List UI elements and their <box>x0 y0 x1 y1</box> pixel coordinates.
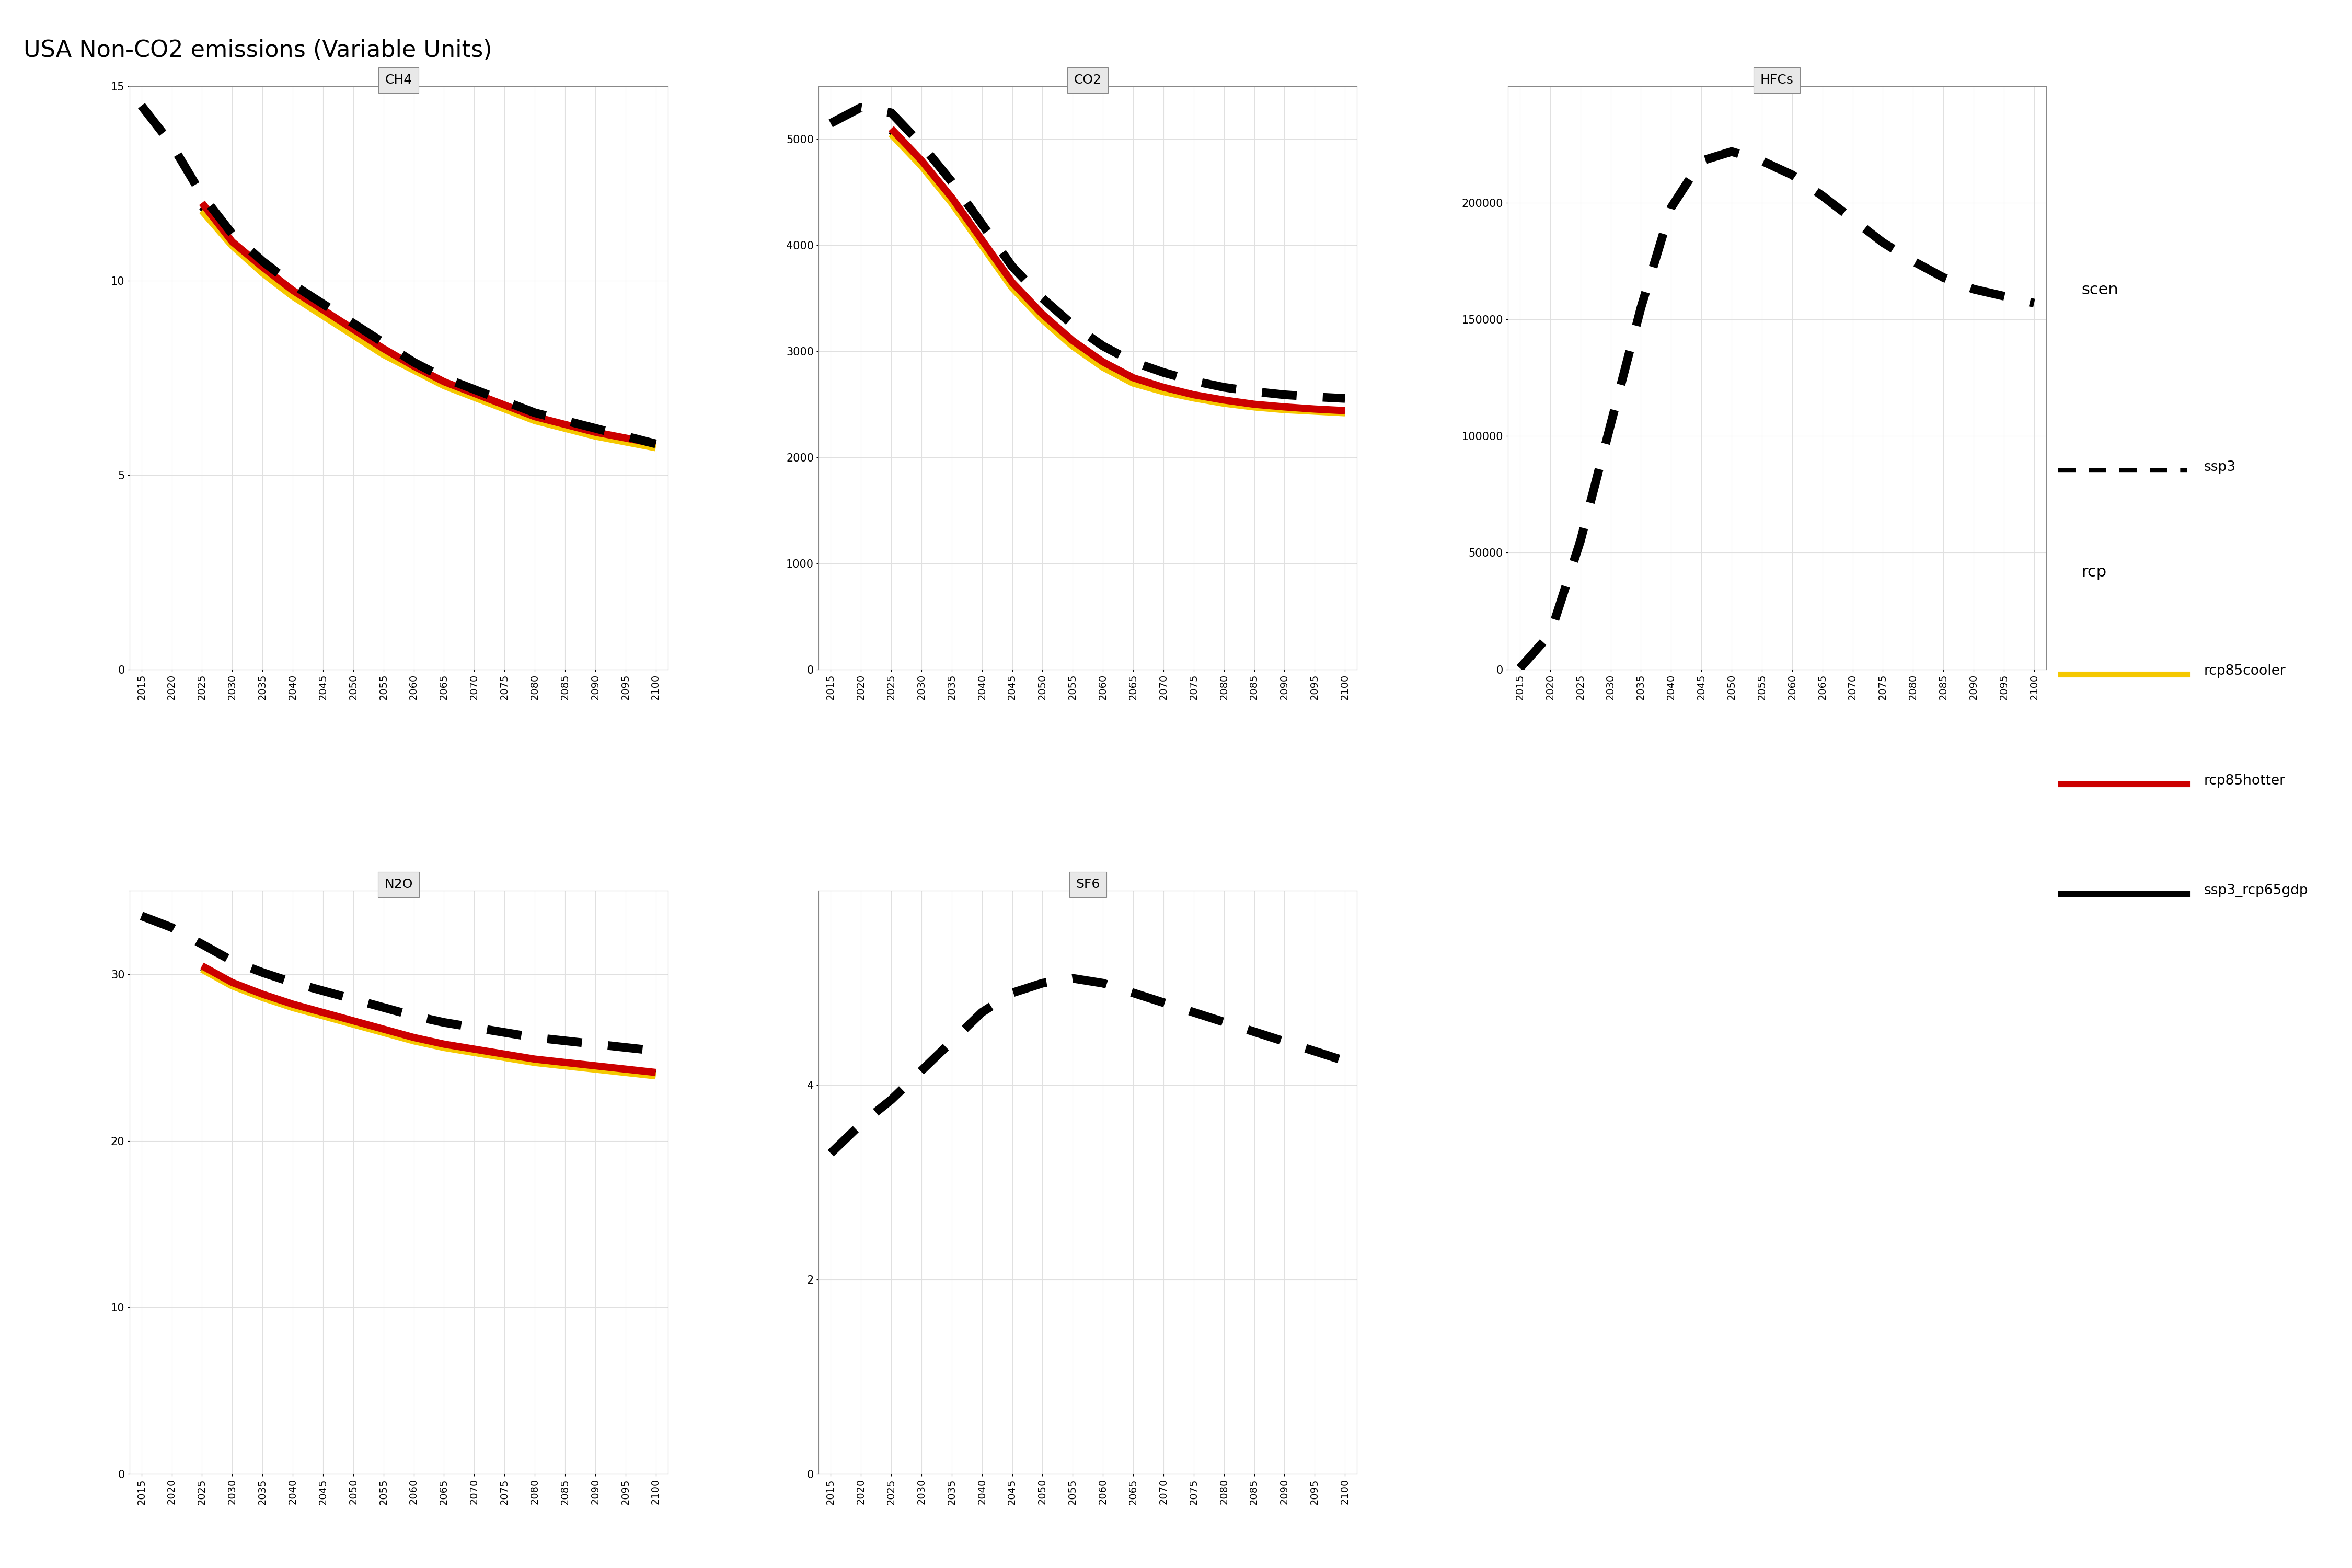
Text: ssp3_rcp65gdp: ssp3_rcp65gdp <box>2204 884 2307 897</box>
Text: USA Non-CO2 emissions (Variable Units): USA Non-CO2 emissions (Variable Units) <box>24 39 492 61</box>
Title: SF6: SF6 <box>1075 878 1101 891</box>
Text: scen: scen <box>2082 282 2119 298</box>
Text: ssp3: ssp3 <box>2204 461 2237 474</box>
Text: rcp85cooler: rcp85cooler <box>2204 665 2286 677</box>
Title: HFCs: HFCs <box>1759 74 1795 86</box>
Text: rcp85hotter: rcp85hotter <box>2204 775 2286 787</box>
Text: rcp: rcp <box>2082 564 2107 580</box>
Title: CH4: CH4 <box>386 74 412 86</box>
Title: CO2: CO2 <box>1075 74 1101 86</box>
Title: N2O: N2O <box>383 878 414 891</box>
